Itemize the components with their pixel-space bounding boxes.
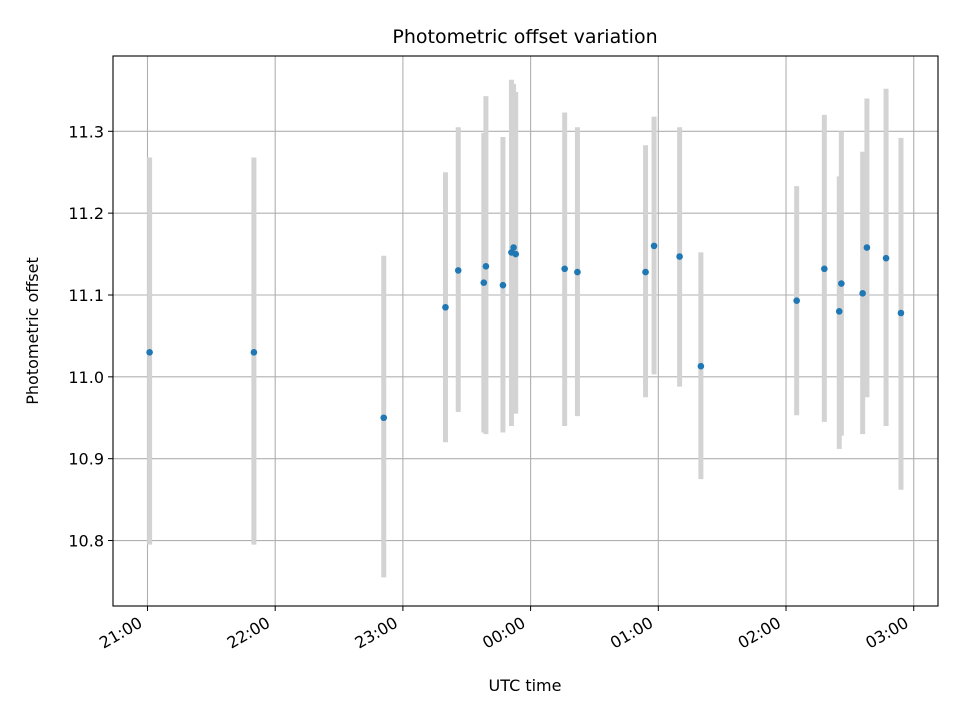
data-point [561, 265, 568, 273]
x-tick-label: 21:00 [96, 613, 145, 653]
chart-title: Photometric offset variation [392, 26, 657, 48]
data-point [697, 362, 705, 370]
data-point [454, 267, 462, 274]
grid [113, 56, 938, 606]
data-point [821, 265, 828, 273]
data-point [863, 244, 871, 251]
data-point [676, 253, 683, 260]
x-tick-label: 01:00 [607, 613, 656, 653]
x-tick-label: 02:00 [735, 613, 784, 653]
data-point [146, 348, 153, 356]
y-tick-label: 11.2 [68, 204, 104, 223]
data-points [146, 242, 905, 422]
data-point [859, 290, 866, 297]
data-point [499, 281, 507, 289]
y-tick-label: 11.1 [68, 286, 104, 305]
y-tick-label: 10.9 [68, 450, 104, 469]
data-point [838, 280, 845, 287]
y-tick-label: 11.0 [68, 368, 104, 387]
data-point [482, 263, 490, 270]
errorbars [147, 79, 904, 578]
x-tick-label: 23:00 [351, 613, 400, 653]
data-point [442, 303, 449, 311]
x-axis-ticks: 21:00 22:00 23:00 00:00 01:00 02:00 03:00 [96, 606, 915, 653]
y-axis-label: Photometric offset [23, 257, 42, 405]
data-point [380, 414, 388, 422]
data-point [642, 268, 649, 276]
y-axis-ticks: 10.8 10.9 11.0 11.1 11.2 11.3 [68, 122, 113, 551]
data-point [480, 279, 488, 287]
y-tick-label: 10.8 [68, 532, 104, 551]
data-point [574, 268, 581, 276]
data-point [835, 308, 843, 315]
data-point [793, 297, 800, 305]
x-axis-label: UTC time [489, 676, 562, 695]
data-point [897, 309, 905, 317]
data-point [250, 348, 258, 356]
plot-frame [112, 55, 939, 607]
x-tick-label: 22:00 [224, 613, 273, 653]
x-tick-label: 03:00 [862, 613, 911, 653]
data-point [512, 250, 520, 258]
data-point [650, 242, 658, 250]
y-tick-label: 11.3 [68, 122, 104, 141]
x-tick-label: 00:00 [479, 613, 528, 653]
data-point [510, 244, 517, 251]
data-point [882, 254, 890, 262]
